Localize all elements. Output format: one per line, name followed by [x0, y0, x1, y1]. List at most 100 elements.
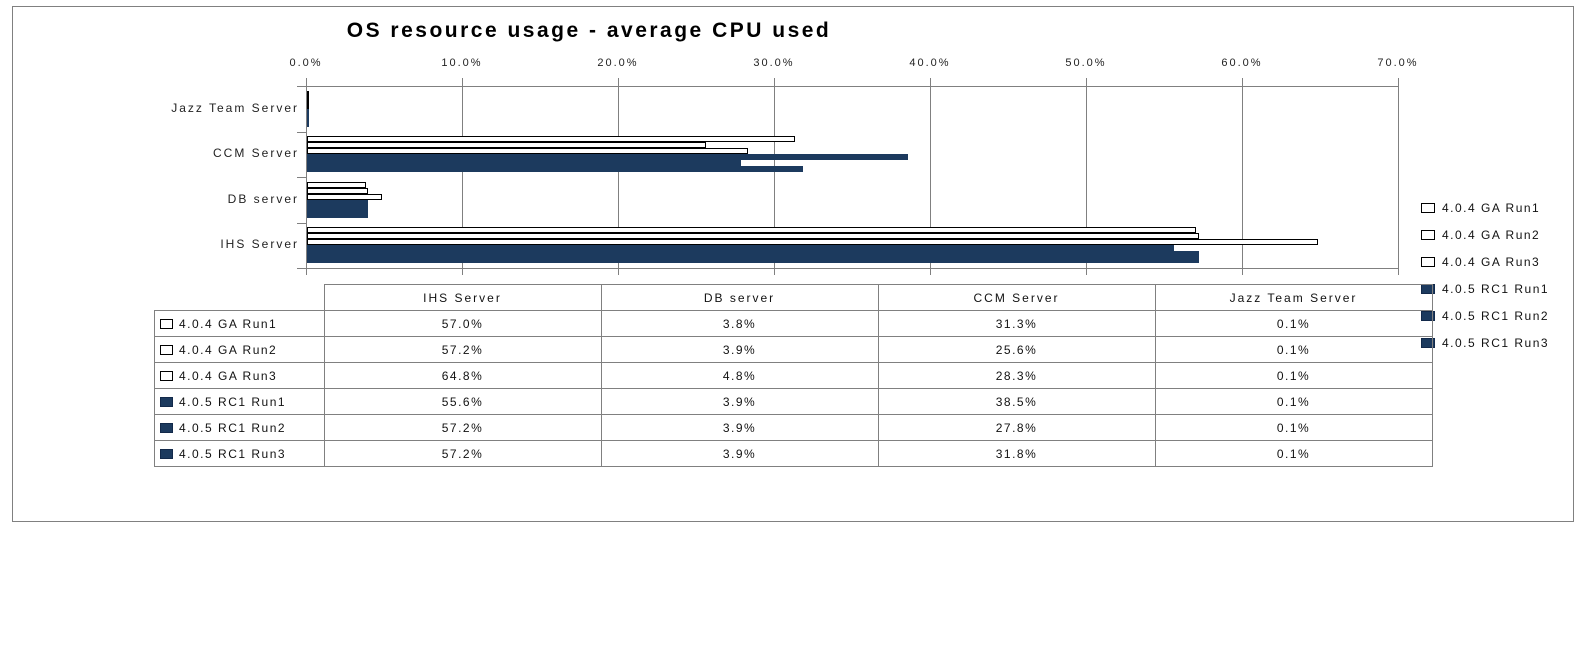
- legend-item: 4.0.5 RC1 Run3: [1421, 336, 1549, 350]
- table-value-cell: 31.8%: [877, 440, 1156, 467]
- legend-label: 4.0.5 RC1 Run1: [1442, 282, 1550, 296]
- bar-white: [307, 148, 748, 154]
- x-axis-tick-label: 30.0%: [753, 57, 795, 69]
- plot-top-border: [306, 86, 1398, 87]
- table-value-cell: 64.8%: [323, 362, 602, 389]
- x-tickmark-top: [1398, 78, 1399, 91]
- table-row-label: 4.0.5 RC1 Run2: [154, 414, 325, 441]
- table-row: 4.0.4 GA Run2 57.2% 3.9% 25.6% 0.1%: [154, 336, 1433, 363]
- legend-white-marker: [1421, 257, 1435, 267]
- bar-white: [307, 97, 309, 103]
- legend-label: 4.0.4 GA Run1: [1442, 201, 1541, 215]
- bar-white: [307, 194, 382, 200]
- bar-navy: [307, 206, 368, 212]
- bar-navy: [307, 121, 309, 127]
- table-value-cell: 55.6%: [323, 388, 602, 415]
- series-key-white-icon: [160, 370, 173, 381]
- legend-item: 4.0.4 GA Run2: [1421, 228, 1540, 242]
- x-tickmark-bottom: [930, 268, 931, 275]
- x-tickmark-top: [306, 78, 307, 91]
- y-category-tickmark: [297, 223, 306, 224]
- table-corner-cell: [154, 284, 325, 311]
- legend-label: 4.0.4 GA Run2: [1442, 228, 1541, 242]
- table-value-cell: 57.2%: [323, 440, 602, 467]
- bar-navy: [307, 115, 309, 121]
- table-value-cell: 31.3%: [877, 310, 1156, 337]
- table-value-cell: 57.0%: [323, 310, 602, 337]
- x-tickmark-bottom: [774, 268, 775, 275]
- x-tickmark-top: [774, 78, 775, 91]
- table-row-label: 4.0.5 RC1 Run3: [154, 440, 325, 467]
- table-value-cell: 0.1%: [1154, 388, 1433, 415]
- series-key-navy-icon: [160, 422, 173, 433]
- plot-bottom-border: [306, 268, 1398, 269]
- bar-navy: [307, 212, 368, 218]
- table-row-label: 4.0.4 GA Run2: [154, 336, 325, 363]
- table-value-cell: 3.9%: [600, 388, 879, 415]
- y-axis-category-label: DB server: [227, 192, 299, 206]
- series-key-navy-icon: [160, 448, 173, 459]
- x-gridline: [1086, 86, 1087, 268]
- table-value-cell: 0.1%: [1154, 440, 1433, 467]
- bar-white: [307, 233, 1199, 239]
- bar-navy: [307, 160, 741, 166]
- bar-white: [307, 227, 1196, 233]
- x-tickmark-bottom: [1086, 268, 1087, 275]
- x-tickmark-bottom: [1242, 268, 1243, 275]
- table-value-cell: 3.9%: [600, 440, 879, 467]
- x-tickmark-top: [1086, 78, 1087, 91]
- table-column-header: CCM Server: [877, 284, 1156, 311]
- y-category-tickmark: [297, 132, 306, 133]
- bar-white: [307, 142, 706, 148]
- x-gridline: [306, 86, 307, 268]
- legend-item: 4.0.5 RC1 Run2: [1421, 309, 1549, 323]
- x-tickmark-bottom: [306, 268, 307, 275]
- x-gridline: [462, 86, 463, 268]
- chart-title: OS resource usage - average CPU used: [346, 19, 832, 42]
- bar-navy: [307, 200, 368, 206]
- y-axis-category-label: Jazz Team Server: [171, 101, 299, 115]
- table-header-row: IHS Server DB server CCM Server Jazz Team S…: [154, 284, 1433, 311]
- x-axis-tick-label: 40.0%: [909, 57, 951, 69]
- table-value-cell: 0.1%: [1154, 336, 1433, 363]
- y-category-tickmark: [297, 268, 306, 269]
- x-axis-tick-label: 0.0%: [289, 57, 323, 69]
- table-value-cell: 0.1%: [1154, 310, 1433, 337]
- bar-white: [307, 136, 795, 142]
- table-value-cell: 3.8%: [600, 310, 879, 337]
- table-row-label: 4.0.5 RC1 Run1: [154, 388, 325, 415]
- x-gridline: [618, 86, 619, 268]
- y-category-tickmark: [297, 177, 306, 178]
- x-axis-tick-label: 10.0%: [441, 57, 483, 69]
- bar-white: [307, 91, 309, 97]
- table-row-label: 4.0.4 GA Run3: [154, 362, 325, 389]
- bar-navy: [307, 257, 1199, 263]
- bar-white: [307, 103, 309, 109]
- table-row-label: 4.0.4 GA Run1: [154, 310, 325, 337]
- y-axis-category-label: IHS Server: [220, 237, 299, 251]
- legend-label: 4.0.5 RC1 Run2: [1442, 309, 1550, 323]
- table-column-header: IHS Server: [323, 284, 602, 311]
- bar-navy: [307, 166, 803, 172]
- table-value-cell: 57.2%: [323, 414, 602, 441]
- legend-item: 4.0.4 GA Run1: [1421, 201, 1540, 215]
- x-axis-tick-label: 50.0%: [1065, 57, 1107, 69]
- y-category-tickmark: [297, 86, 306, 87]
- legend-label: 4.0.4 GA Run3: [1442, 255, 1541, 269]
- table-value-cell: 57.2%: [323, 336, 602, 363]
- legend-white-marker: [1421, 203, 1435, 213]
- table-value-cell: 4.8%: [600, 362, 879, 389]
- series-key-white-icon: [160, 344, 173, 355]
- table-row: 4.0.4 GA Run3 64.8% 4.8% 28.3% 0.1%: [154, 362, 1433, 389]
- x-tickmark-top: [1242, 78, 1243, 91]
- bar-navy: [307, 245, 1174, 251]
- bar-navy: [307, 109, 309, 115]
- legend-white-marker: [1421, 230, 1435, 240]
- table-value-cell: 3.9%: [600, 336, 879, 363]
- table-value-cell: 38.5%: [877, 388, 1156, 415]
- table-value-cell: 28.3%: [877, 362, 1156, 389]
- x-gridline: [930, 86, 931, 268]
- x-axis-tick-label: 20.0%: [597, 57, 639, 69]
- x-gridline: [1242, 86, 1243, 268]
- table-value-cell: 25.6%: [877, 336, 1156, 363]
